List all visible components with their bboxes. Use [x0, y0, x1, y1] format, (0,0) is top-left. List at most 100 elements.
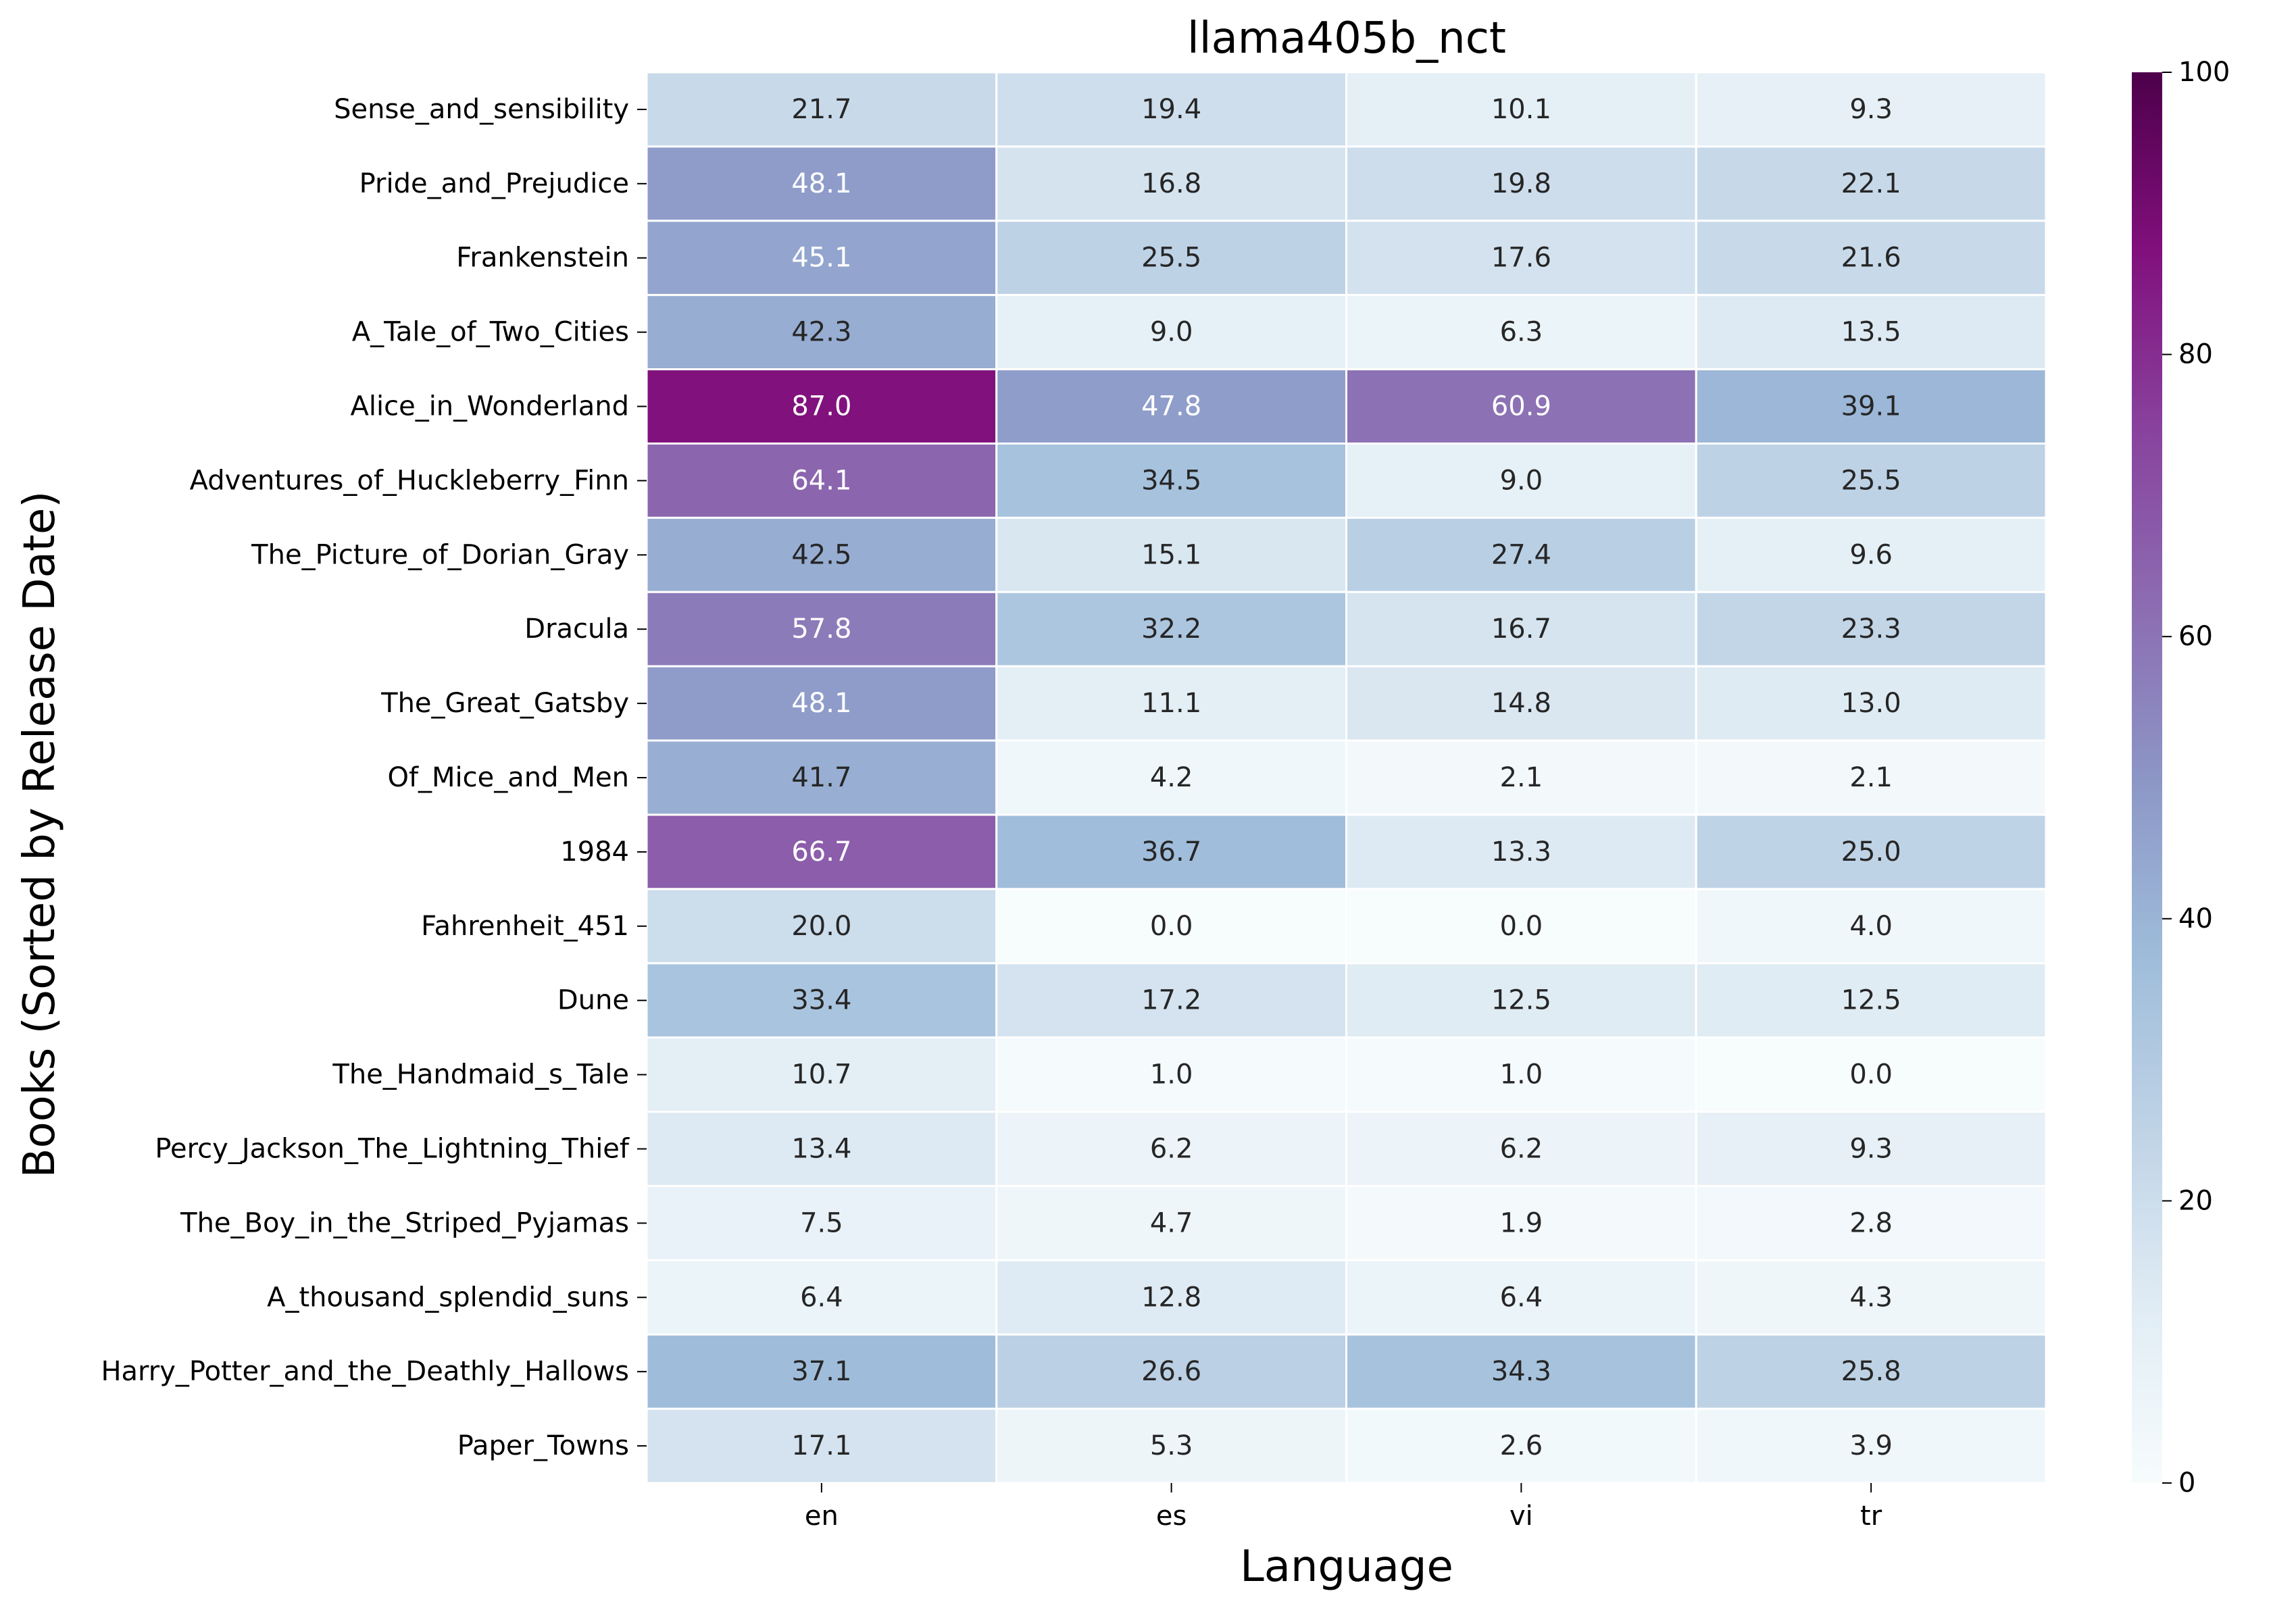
cell-value-label: 87.0 [791, 391, 851, 422]
x-tick-label: tr [1860, 1501, 1882, 1532]
cell-value-label: 9.3 [1849, 1133, 1893, 1164]
cell-value-label: 6.2 [1500, 1133, 1543, 1164]
cell-value-label: 25.5 [1141, 243, 1201, 274]
y-tick-label: Of_Mice_and_Men [387, 762, 629, 793]
heatmap-cell [995, 1259, 1347, 1336]
colorbar-tick-label: 100 [2178, 57, 2230, 88]
y-tick-label: Frankenstein [456, 243, 629, 274]
heatmap-cell [1695, 1259, 2047, 1336]
cell-value-label: 6.4 [1500, 1282, 1543, 1313]
cell-value-label: 26.6 [1141, 1356, 1201, 1387]
y-tick-label: The_Great_Gatsby [380, 688, 629, 719]
cell-value-label: 37.1 [791, 1356, 851, 1387]
cell-value-label: 12.5 [1491, 985, 1551, 1016]
cell-value-label: 42.5 [791, 539, 851, 570]
cell-value-label: 2.1 [1849, 762, 1893, 793]
cell-value-label: 2.8 [1849, 1207, 1893, 1238]
cell-value-label: 11.1 [1141, 688, 1201, 719]
cell-value-label: 25.0 [1841, 836, 1901, 868]
cell-value-label: 0.0 [1500, 911, 1543, 942]
heatmap-cell [1695, 71, 2047, 148]
heatmap-cell [1695, 739, 2047, 816]
cell-value-label: 0.0 [1849, 1059, 1893, 1090]
y-tick-label: Adventures_of_Huckleberry_Finn [190, 465, 629, 496]
cell-value-label: 45.1 [791, 243, 851, 274]
y-tick-label: Alice_in_Wonderland [351, 391, 630, 422]
heatmap-cell [1345, 1036, 1697, 1113]
cell-value-label: 10.7 [791, 1059, 851, 1090]
heatmap-cell [645, 71, 998, 148]
colorbar-tick-label: 0 [2178, 1467, 2195, 1499]
cell-value-label: 9.6 [1849, 539, 1893, 570]
cell-value-label: 57.8 [791, 613, 851, 645]
heatmap-cell [995, 220, 1347, 297]
y-tick-label: Paper_Towns [457, 1430, 629, 1461]
heatmap-cell [1345, 516, 1697, 593]
cell-value-label: 13.3 [1491, 836, 1551, 868]
heatmap-cell [995, 294, 1347, 371]
cell-value-label: 16.8 [1141, 168, 1201, 199]
cell-value-label: 4.3 [1849, 1282, 1893, 1313]
heatmap-cell [1345, 71, 1697, 148]
heatmap-cell [1345, 813, 1697, 890]
cell-value-label: 25.5 [1841, 465, 1901, 496]
cell-value-label: 9.0 [1500, 465, 1543, 496]
cell-value-label: 17.6 [1491, 243, 1551, 274]
heatmap-cell [645, 1407, 998, 1484]
cell-value-label: 1.9 [1500, 1207, 1543, 1238]
heatmap-cell [995, 1333, 1347, 1410]
colorbar-tick-label: 80 [2178, 339, 2213, 370]
cell-value-label: 9.0 [1150, 317, 1193, 348]
cell-value-label: 15.1 [1141, 539, 1201, 570]
heatmap-cell [645, 516, 998, 593]
cell-value-label: 60.9 [1491, 391, 1551, 422]
cell-value-label: 6.2 [1150, 1133, 1193, 1164]
cell-value-label: 13.5 [1841, 317, 1901, 348]
cell-value-label: 17.1 [791, 1430, 851, 1461]
cell-value-label: 6.4 [800, 1282, 843, 1313]
cell-value-label: 32.2 [1141, 613, 1201, 645]
x-axis-title: Language [1240, 1542, 1453, 1592]
cell-value-label: 4.7 [1150, 1207, 1193, 1238]
heatmap-cell [1695, 516, 2047, 593]
cell-value-label: 2.6 [1500, 1430, 1543, 1461]
cell-value-label: 66.7 [791, 836, 851, 868]
heatmap-cell [995, 368, 1347, 445]
cell-value-label: 6.3 [1500, 317, 1543, 348]
cell-value-label: 34.5 [1141, 465, 1201, 496]
cell-value-label: 1.0 [1150, 1059, 1193, 1090]
heatmap-cell [995, 962, 1347, 1039]
y-tick-label: Fahrenheit_451 [421, 911, 629, 942]
cell-value-label: 2.1 [1500, 762, 1543, 793]
x-tick-label: en [805, 1501, 839, 1532]
cell-value-label: 39.1 [1841, 391, 1901, 422]
heatmap-cell [1695, 145, 2047, 222]
cell-value-label: 36.7 [1141, 836, 1201, 868]
heatmap-cell [1345, 591, 1697, 668]
heatmap-cell [995, 442, 1347, 519]
y-tick-label: Dune [557, 985, 629, 1016]
cell-value-label: 0.0 [1150, 911, 1193, 942]
colorbar-gradient [2132, 72, 2162, 1483]
cell-value-label: 20.0 [791, 911, 851, 942]
heatmap-cell [995, 1407, 1347, 1484]
cell-value-label: 48.1 [791, 688, 851, 719]
heatmap-cell [645, 442, 998, 519]
heatmap-cell [1695, 665, 2047, 742]
heatmap-cell [1695, 368, 2047, 445]
heatmap-cell [645, 1184, 998, 1261]
heatmap-cell [995, 888, 1347, 965]
cell-value-label: 16.7 [1491, 613, 1551, 645]
heatmap-cell [1695, 1184, 2047, 1261]
colorbar-tick-label: 60 [2178, 621, 2213, 652]
cell-value-label: 3.9 [1849, 1430, 1893, 1461]
heatmap-cell [645, 591, 998, 668]
heatmap-cell [645, 888, 998, 965]
cell-value-label: 64.1 [791, 465, 851, 496]
colorbar: 0 20 40 60 80 100 [2132, 57, 2230, 1499]
cell-value-label: 12.5 [1841, 985, 1901, 1016]
cell-value-label: 48.1 [791, 168, 851, 199]
y-tick-label: A_thousand_splendid_suns [267, 1282, 629, 1313]
cell-value-label: 27.4 [1491, 539, 1551, 570]
